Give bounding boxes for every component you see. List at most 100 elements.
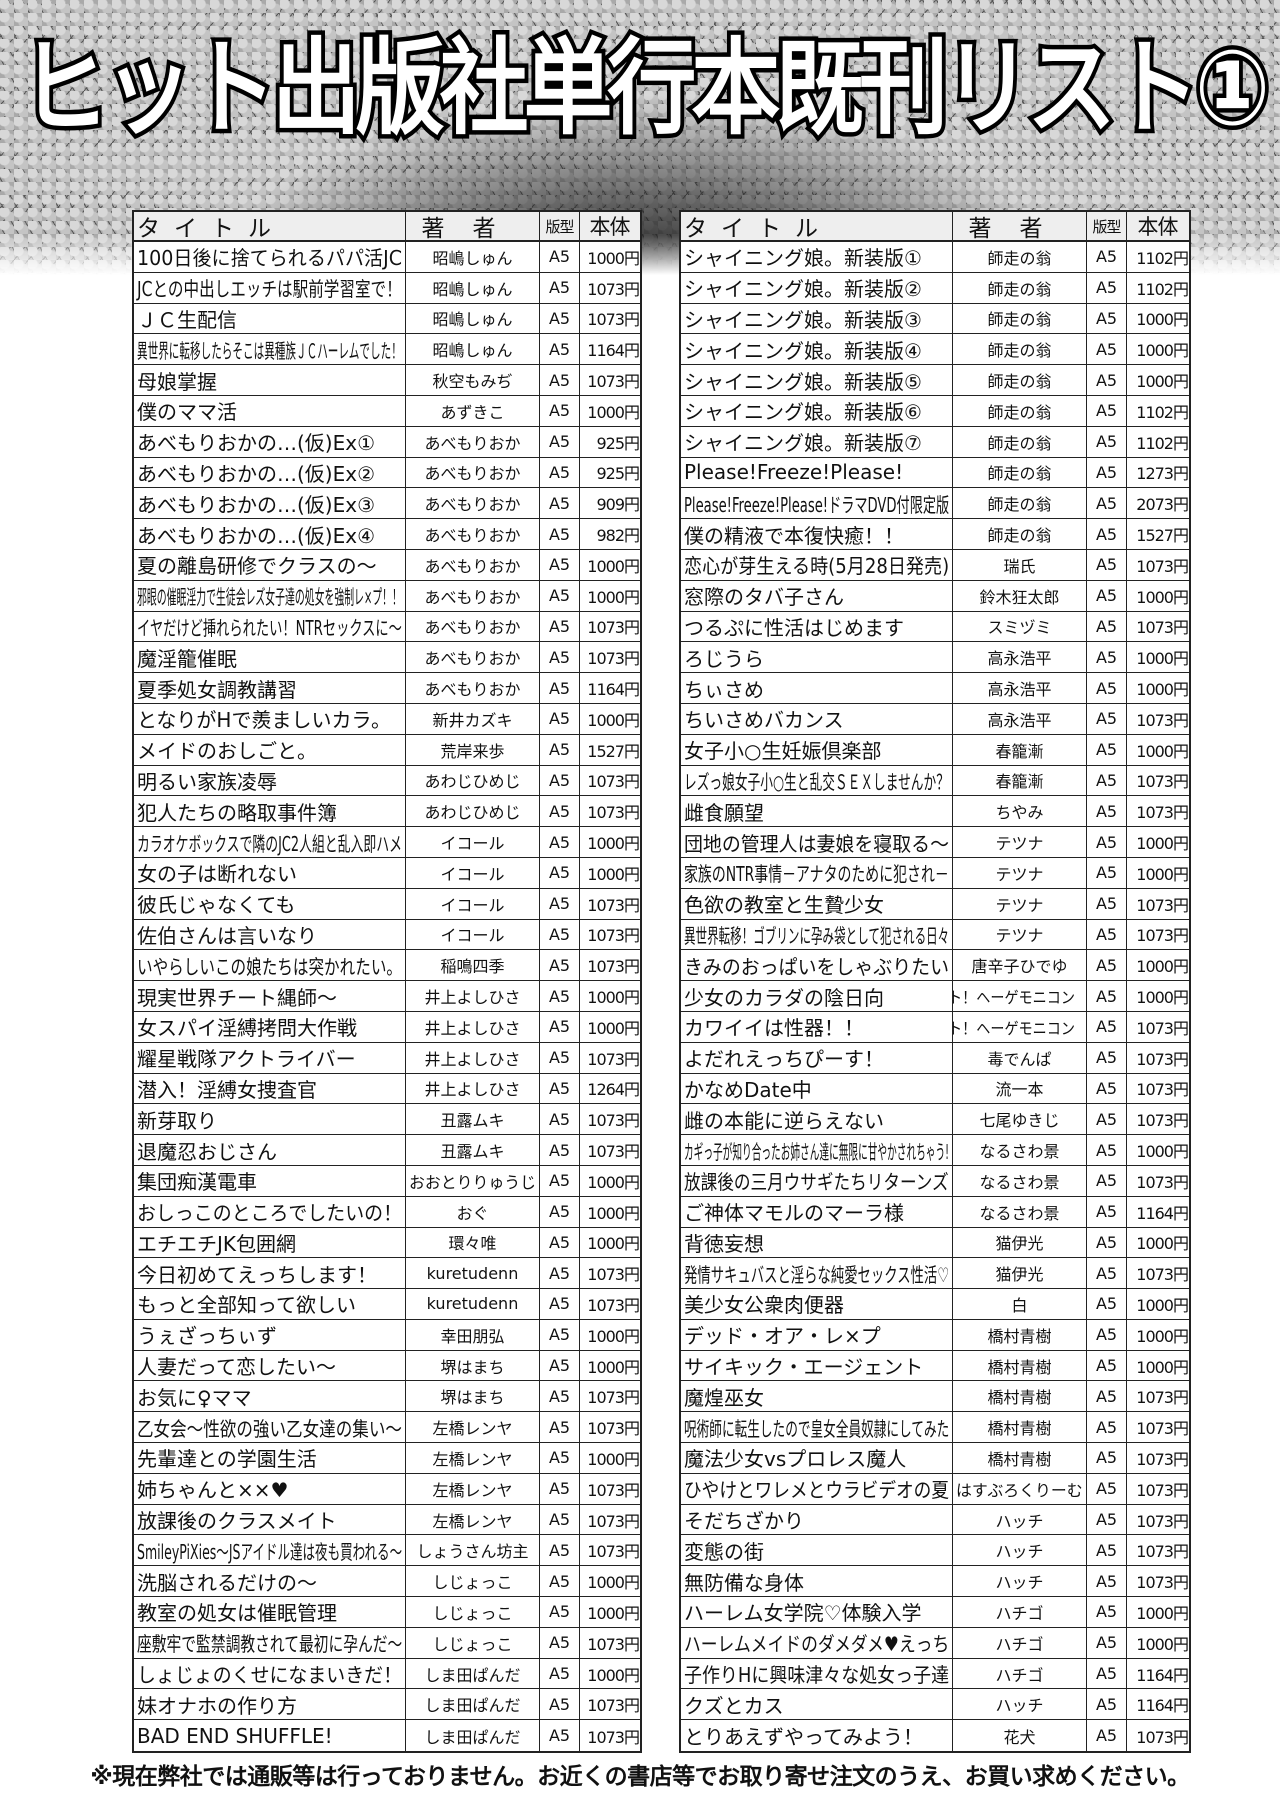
book-author-cell: 猫伊光: [953, 1258, 1087, 1289]
book-title-cell: シャイニング娘。新装版④: [681, 334, 953, 365]
book-price: 1073円: [1136, 1265, 1189, 1285]
book-price: 1000円: [1136, 834, 1189, 854]
book-title-cell: 僕の精液で本復快癒！！: [681, 519, 953, 549]
book-format-cell: A5: [1087, 673, 1127, 703]
book-title: そだちざかり: [684, 1509, 804, 1534]
book-title: 夏の離島研修でクラスの～: [137, 554, 377, 579]
book-format-cell: A5: [540, 981, 580, 1011]
book-author-cell: 春籠漸: [953, 734, 1087, 765]
book-author: 白: [1011, 1295, 1028, 1315]
table-row: ハーレムメイドのダメダメ♥えっち ハチゴ A5 1000円: [681, 1627, 1189, 1659]
book-author: 瑞氏: [1003, 556, 1036, 576]
book-author-cell: 左橋レンヤ: [406, 1473, 540, 1504]
book-title: 発情サキュバスと淫らな純愛セックス性活♡: [684, 1262, 950, 1287]
book-author: あべもりおか: [424, 495, 521, 515]
book-price-cell: 1073円: [1127, 1474, 1189, 1504]
book-price-cell: 1073円: [1127, 1381, 1189, 1411]
book-author-cell: 井上よしひさ: [406, 981, 540, 1011]
book-format: A5: [548, 278, 571, 298]
book-price-cell: 1000円: [580, 1351, 640, 1381]
book-price: 1000円: [587, 1018, 640, 1038]
book-title-cell: よだれえっちぴーす！: [681, 1042, 953, 1073]
book-author-cell: イコール: [406, 919, 540, 950]
table-row: しょじょのくせになまいきだ！ しま田ぱんだ A5 1000円: [134, 1658, 640, 1690]
book-title: エチエチJK包囲網: [137, 1231, 297, 1256]
table-row: メイドのおしごと。 荒岸来歩 A5 1527円: [134, 734, 640, 766]
book-author-cell: 堺はまち: [406, 1350, 540, 1381]
book-author: スミヅミ: [987, 618, 1052, 638]
book-price-cell: 1073円: [1127, 550, 1189, 580]
book-author: 鈴木狂太郎: [979, 587, 1060, 607]
book-author: なるさわ景: [979, 1203, 1060, 1223]
book-title-cell: クズとカス: [681, 1689, 953, 1720]
book-title-cell: 妹オナホの作り方: [134, 1689, 406, 1720]
book-title: 窓際のタバ子さん: [684, 585, 844, 610]
book-title-cell: イヤだけど挿れられたい！NTRセックスに～: [134, 611, 406, 642]
table-body: シャイニング娘。新装版① 師走の翁 A5 1102円 シャイニング娘。新装版② 師走の翁 A…: [681, 242, 1189, 1752]
book-format: A5: [1095, 524, 1118, 544]
book-format: A5: [1095, 955, 1118, 975]
book-format-cell: A5: [540, 642, 580, 673]
book-author-cell: 荒岸来歩: [406, 734, 540, 765]
book-author-cell: テツナ: [953, 919, 1087, 950]
book-price: 925円: [596, 433, 640, 453]
book-price: 1000円: [587, 1326, 640, 1346]
book-format: A5: [1095, 278, 1118, 298]
book-title-cell: 座敷牢で監禁調教されて最初に孕んだ～: [134, 1627, 406, 1658]
book-format-cell: A5: [1087, 242, 1127, 272]
book-price: 1000円: [587, 402, 640, 422]
book-format-cell: A5: [540, 1535, 580, 1566]
book-author: 丑露ムキ: [440, 1142, 505, 1161]
book-author: 師走の翁: [987, 279, 1052, 299]
book-price-cell: 1073円: [580, 920, 640, 950]
book-title: Please!Freeze!Please!ドラマDVD付限定版: [684, 492, 950, 517]
book-format-cell: A5: [1087, 1412, 1127, 1443]
book-format: A5: [1095, 1109, 1118, 1129]
book-price-cell: 1000円: [1127, 735, 1189, 765]
book-title-cell: 色欲の教室と生贄少女: [681, 888, 953, 919]
book-format-cell: A5: [540, 488, 580, 519]
book-author-cell: 高永浩平: [953, 703, 1087, 734]
book-author: あべもりおか: [424, 649, 521, 669]
book-price: 1164円: [1136, 1696, 1189, 1716]
table-row: 女スパイ淫縛拷問大作戦 井上よしひさ A5 1000円: [134, 1011, 640, 1043]
book-format: A5: [548, 1540, 571, 1560]
table-row: シャイニング娘。新装版③ 師走の翁 A5 1000円: [681, 303, 1189, 335]
book-author-cell: 師走の翁: [953, 488, 1087, 519]
book-author: ハチゴ: [995, 1634, 1044, 1654]
book-title: 佐伯さんは言いなり: [137, 923, 317, 948]
book-format: A5: [548, 770, 571, 790]
book-format-cell: A5: [1087, 395, 1127, 426]
book-format: A5: [548, 1017, 571, 1037]
book-author: 春籠漸: [995, 772, 1044, 792]
book-title: イヤだけど挿れられたい！NTRセックスに～: [137, 615, 402, 640]
book-format-cell: A5: [540, 426, 580, 457]
book-price: 1000円: [587, 710, 640, 730]
book-title: 女の子は断れない: [137, 862, 297, 887]
book-price-cell: 1073円: [580, 950, 640, 980]
book-format: A5: [1095, 801, 1118, 821]
book-price-cell: 1000円: [580, 858, 640, 888]
table-row: 魔法少女vsプロレス魔人 橋村青樹 A5 1073円: [681, 1443, 1189, 1474]
book-author: 師走の翁: [987, 310, 1052, 330]
table-row: シャイニング娘。新装版⑤ 師走の翁 A5 1000円: [681, 365, 1189, 396]
book-format-cell: A5: [540, 242, 580, 272]
book-title: 僕の精液で本復快癒！！: [684, 523, 904, 548]
book-title: シャイニング娘。新装版⑤: [684, 369, 922, 394]
book-title: いやらしいこの娘たちは突かれたい。: [137, 954, 402, 979]
book-price: 1073円: [587, 772, 640, 792]
book-price-cell: 1164円: [580, 673, 640, 703]
book-format: A5: [1095, 339, 1118, 359]
book-title-cell: 100日後に捨てられるパパ活JC: [134, 242, 406, 272]
table-row: よだれえっちぴーす！ 毒でんぱ A5 1073円: [681, 1042, 1189, 1074]
book-format: A5: [548, 1664, 571, 1684]
book-price-cell: 1000円: [1127, 365, 1189, 395]
book-price-cell: 1073円: [1127, 1720, 1189, 1751]
table-row: シャイニング娘。新装版① 師走の翁 A5 1102円: [681, 242, 1189, 273]
book-author: しょうさん坊主: [416, 1542, 529, 1562]
book-format-cell: A5: [540, 457, 580, 488]
book-format: A5: [548, 1140, 571, 1160]
book-format-cell: A5: [1087, 1073, 1127, 1104]
book-title: 夏季処女調教講習: [137, 677, 297, 702]
book-title: あべもりおかの…(仮)Ex③: [137, 492, 376, 517]
